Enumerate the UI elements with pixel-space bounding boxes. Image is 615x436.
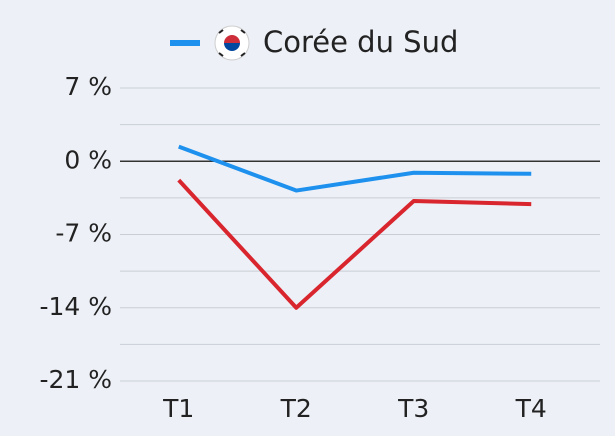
series-line xyxy=(178,144,532,193)
y-tick-label: -21 % xyxy=(39,365,112,394)
x-tick-label: T1 xyxy=(162,394,194,423)
legend-flag xyxy=(214,25,250,61)
legend-label: Corée du Sud xyxy=(263,25,458,59)
y-tick-label: -14 % xyxy=(39,292,112,321)
y-tick-label: 7 % xyxy=(64,72,112,101)
y-tick-label: 0 % xyxy=(64,145,112,174)
series-line xyxy=(177,178,532,310)
x-tick-label: T4 xyxy=(515,394,547,423)
x-tick-label: T3 xyxy=(397,394,429,423)
x-tick-label: T2 xyxy=(280,394,312,423)
y-tick-label: -7 % xyxy=(55,219,112,248)
